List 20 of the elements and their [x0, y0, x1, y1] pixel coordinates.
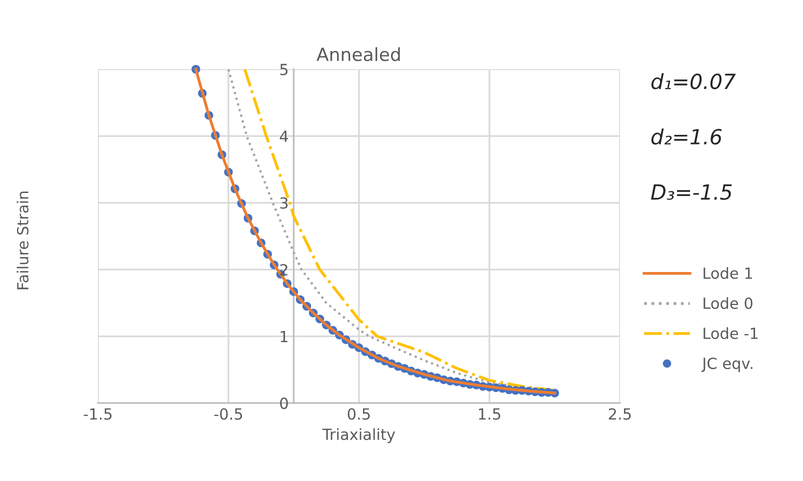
x-axis-title: Triaxiality [322, 428, 396, 444]
x-tick-label: 2.5 [608, 408, 631, 420]
legend-label: Lode 0 [704, 297, 752, 310]
text: d₂=1.6 [651, 128, 722, 145]
legend-label: Lode -1 [704, 327, 758, 340]
y-axis-title: Failure Strain [16, 192, 29, 290]
y-tick-label: 0 [280, 398, 288, 410]
text: D₃=-1.5 [650, 184, 732, 200]
y-tick-label: 1 [280, 330, 288, 342]
x-tick-label: -0.5 [214, 408, 242, 420]
x-tick-label: 1.5 [478, 408, 500, 420]
legend-label: Lode 1 [704, 267, 752, 279]
y-tick-label: 3 [280, 197, 288, 209]
y-tick-label: 5 [280, 64, 288, 76]
text: d₁=0.07 [651, 73, 736, 90]
legend-label: JC eqv. [701, 358, 752, 372]
y-tick-label: 4 [280, 130, 288, 142]
x-tick-label: 0.5 [348, 408, 370, 420]
chart-title: Annealed [316, 47, 400, 62]
x-tick-label: -1.5 [84, 408, 112, 420]
